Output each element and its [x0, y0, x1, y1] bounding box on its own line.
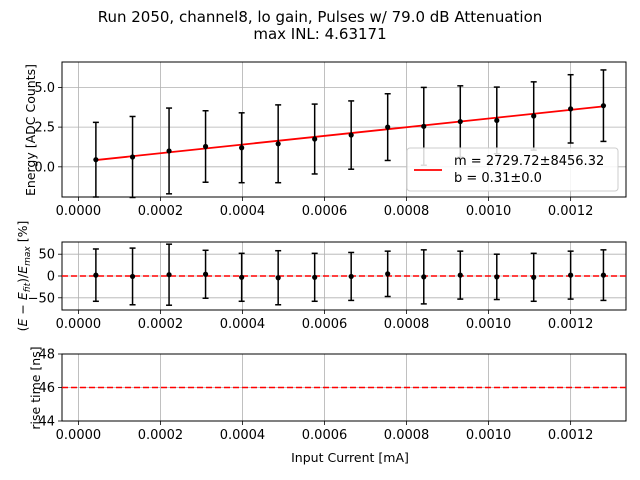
- energy-point: [421, 123, 427, 129]
- energy-point: [494, 117, 500, 124]
- rise_time-xtick-label: 0.0000: [56, 428, 102, 443]
- energy-axes-frame: [61, 61, 627, 198]
- energy-ylabel: Energy [ADC Counts]: [23, 64, 38, 196]
- energy-point: [312, 136, 318, 142]
- rise_time-ytick-label: 46: [38, 381, 55, 396]
- energy-point: [202, 143, 209, 150]
- energy-xtick-label: 0.0012: [548, 204, 594, 219]
- energy-point: [600, 103, 607, 109]
- rise_time-xtick-label: 0.0012: [548, 428, 594, 443]
- residuals-xtick-label: 0.0006: [302, 317, 348, 332]
- residuals-xtick-label: 0.0008: [384, 317, 430, 332]
- rise_time-xtick-label: 0.0002: [138, 428, 184, 443]
- residuals-point: [93, 272, 99, 278]
- residuals-point: [421, 274, 427, 280]
- residuals-point: [494, 274, 500, 280]
- energy-point: [166, 148, 172, 154]
- energy-point: [129, 154, 136, 160]
- energy-ytick-label: 5.0: [34, 81, 55, 96]
- residuals-point: [531, 274, 537, 280]
- rise_time-ytick-label: 48: [38, 348, 55, 363]
- residuals-point: [275, 275, 281, 281]
- energy-point: [239, 145, 245, 151]
- residuals-point: [202, 271, 209, 277]
- energy-point: [457, 118, 463, 125]
- residuals-point: [600, 272, 607, 278]
- energy-point: [568, 106, 574, 112]
- energy-xtick-label: 0.0006: [302, 204, 348, 219]
- residual-panel: 0.0000 0.0002 0.0004 0.0006 0.0008 0.0010 0.00…: [28, 241, 627, 332]
- energy-ytick-label: 2.5: [34, 121, 55, 136]
- figure-title-line1: Run 2050, channel8, lo gain, Pulses w/ 7…: [98, 8, 543, 26]
- energy-point: [275, 141, 281, 147]
- energy-point: [348, 132, 354, 138]
- rise_time-xtick-label: 0.0010: [466, 428, 512, 443]
- legend-slope-text: m = 2729.72±8456.32: [454, 154, 604, 169]
- rise-time-xlabel: Input Current [mA]: [291, 450, 409, 465]
- rise_time-xtick-label: 0.0008: [384, 428, 430, 443]
- energy-xtick-label: 0.0000: [56, 204, 102, 219]
- rise-time-panel: 0.0000 0.0002 0.0004 0.0006 0.0008 0.0010 0.00…: [38, 348, 627, 443]
- residuals-ytick-label: −50: [28, 291, 55, 306]
- residuals-xtick-label: 0.0010: [466, 317, 512, 332]
- residuals-ytick-label: 0: [47, 270, 55, 285]
- residuals-xtick-label: 0.0004: [220, 317, 266, 332]
- residual-ylabel: (E − Efit)/Emax [%]: [15, 221, 33, 332]
- energy-ytick-label: 0.0: [34, 160, 55, 175]
- energy-xtick-label: 0.0008: [384, 204, 430, 219]
- residuals-point: [457, 272, 463, 278]
- residuals-xtick-label: 0.0000: [56, 317, 102, 332]
- residuals-point: [166, 272, 172, 278]
- rise_time-xtick-label: 0.0006: [302, 428, 348, 443]
- residuals-point: [385, 271, 391, 277]
- figure-title-line2: max INL: 4.63171: [253, 25, 386, 43]
- energy-point: [385, 124, 391, 130]
- legend-box: [406, 147, 619, 192]
- residuals-point: [239, 274, 245, 280]
- residuals-point: [348, 273, 354, 280]
- rise_time-ytick-label: 44: [38, 415, 55, 430]
- energy-xtick-label: 0.0004: [220, 204, 266, 219]
- residuals-point: [312, 274, 318, 280]
- residuals-ytick-label: 50: [38, 248, 55, 263]
- energy-point: [531, 113, 537, 119]
- energy-point: [93, 157, 99, 163]
- energy-xtick-label: 0.0010: [466, 204, 512, 219]
- energy-panel: 0.0000 0.0002 0.0004 0.0006 0.0008 0.0010 0.00…: [34, 61, 627, 219]
- energy-xtick-label: 0.0002: [138, 204, 184, 219]
- residuals-point: [129, 273, 136, 280]
- fit-legend: m = 2729.72±8456.32 b = 0.31±0.0: [406, 147, 619, 192]
- residuals-xtick-label: 0.0002: [138, 317, 184, 332]
- residuals-xtick-label: 0.0012: [548, 317, 594, 332]
- legend-intercept-text: b = 0.31±0.0: [454, 171, 542, 186]
- rise-time-ylabel: rise time [ns]: [28, 346, 43, 429]
- residuals-point: [568, 272, 574, 278]
- rise_time-xtick-label: 0.0004: [220, 428, 266, 443]
